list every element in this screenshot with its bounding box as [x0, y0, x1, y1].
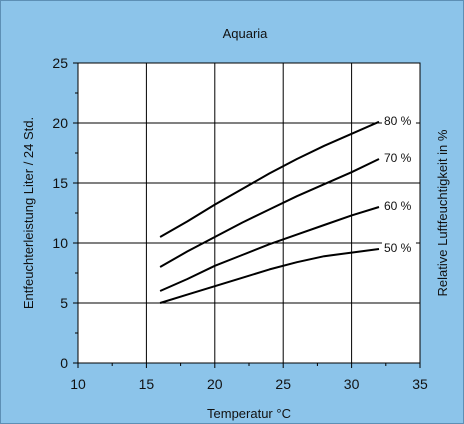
y-axis-label-right: Relative Luftfeuchtigkeit in % — [435, 129, 450, 296]
series-line — [159, 206, 380, 292]
series-label-bg — [381, 112, 416, 128]
series-lines: 80 % 70 % 60 % 50 % — [159, 112, 416, 304]
series-label: 70 % — [384, 151, 412, 165]
y-tick-label: 25 — [52, 55, 68, 71]
y-tick-label: 10 — [52, 235, 68, 251]
series-line — [159, 120, 380, 238]
y-ticks: 0 5 10 15 20 25 — [52, 55, 78, 371]
x-tick-label: 25 — [275, 376, 291, 392]
x-axis-label: Temperatur °C — [207, 406, 291, 421]
plot-area — [77, 62, 421, 364]
x-tick-label: 35 — [412, 376, 428, 392]
series-label: 60 % — [384, 199, 412, 213]
y-tick-label: 0 — [60, 355, 68, 371]
y-axis-label: Entfeuchterleistung Liter / 24 Std. — [21, 117, 36, 309]
x-tick-label: 15 — [139, 376, 155, 392]
series-label: 50 % — [384, 241, 412, 255]
series-label-bg — [381, 198, 416, 213]
y-tick-label: 15 — [52, 175, 68, 191]
series-label: 80 % — [384, 114, 412, 128]
x-tick-label: 10 — [70, 376, 86, 392]
series-label-bg — [381, 150, 416, 165]
grid-lines — [78, 63, 420, 363]
x-tick-label: 20 — [207, 376, 223, 392]
series-line — [159, 248, 380, 304]
series-line — [159, 158, 380, 268]
x-ticks: 10 15 20 25 30 35 — [70, 363, 428, 392]
chart-title: Aquaria — [223, 26, 269, 41]
y-tick-label: 20 — [52, 115, 68, 131]
y-tick-label: 5 — [60, 295, 68, 311]
x-tick-label: 30 — [344, 376, 360, 392]
series-label-bg — [381, 240, 416, 255]
